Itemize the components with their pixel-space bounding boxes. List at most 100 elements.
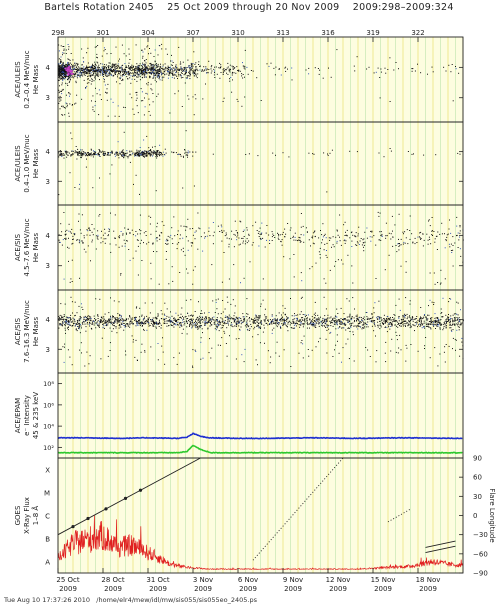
data-point	[319, 69, 321, 71]
data-point	[157, 151, 158, 152]
data-point	[315, 262, 317, 264]
data-point	[182, 70, 184, 72]
data-point	[98, 68, 100, 70]
data-point	[197, 73, 199, 75]
data-point	[204, 312, 205, 314]
data-point	[339, 240, 341, 242]
data-point	[71, 259, 73, 261]
data-point	[79, 332, 81, 334]
data-point	[184, 66, 186, 68]
data-point	[181, 70, 183, 72]
data-point	[58, 69, 60, 71]
data-point	[183, 225, 185, 227]
data-point	[248, 330, 250, 331]
data-point	[409, 215, 411, 217]
data-point	[184, 149, 185, 151]
data-point	[64, 343, 66, 345]
data-point	[344, 324, 346, 326]
data-point	[82, 70, 84, 72]
data-point	[79, 152, 81, 154]
data-point	[447, 233, 449, 235]
data-point	[81, 306, 83, 308]
data-point	[154, 69, 156, 71]
data-point	[191, 69, 193, 71]
data-point	[121, 69, 123, 71]
data-point	[281, 323, 283, 325]
data-point	[197, 70, 199, 72]
data-point	[327, 325, 329, 327]
data-point	[98, 69, 100, 71]
data-point	[94, 77, 96, 79]
data-point	[255, 320, 257, 321]
data-point	[121, 150, 123, 152]
data-point	[179, 69, 181, 71]
data-point	[102, 69, 104, 71]
data-point	[247, 73, 249, 75]
data-point	[108, 154, 110, 156]
data-point	[91, 79, 93, 81]
data-point	[229, 71, 231, 73]
data-point	[345, 234, 347, 236]
data-point	[129, 326, 131, 328]
data-point	[144, 68, 146, 70]
data-point	[83, 69, 85, 71]
data-point	[120, 72, 121, 73]
data-point	[187, 318, 189, 319]
data-point	[400, 318, 402, 320]
data-point	[315, 324, 317, 326]
data-point	[167, 71, 169, 72]
data-point	[456, 225, 458, 227]
data-point	[153, 67, 155, 69]
data-point	[106, 76, 108, 77]
data-point	[233, 319, 235, 321]
data-point	[430, 320, 432, 321]
data-point	[256, 325, 258, 327]
data-point	[445, 344, 447, 345]
data-point	[81, 64, 83, 66]
data-point	[373, 312, 375, 314]
data-point	[66, 320, 68, 321]
data-point	[145, 235, 147, 236]
data-point	[95, 68, 97, 70]
data-point	[84, 68, 86, 70]
data-point	[166, 315, 168, 317]
data-point	[144, 155, 146, 157]
data-point	[98, 155, 100, 157]
data-point	[67, 66, 68, 68]
data-point	[104, 327, 105, 329]
data-point	[73, 71, 75, 73]
data-point	[147, 82, 149, 84]
data-point	[110, 68, 112, 70]
data-point	[256, 324, 258, 326]
data-point	[136, 76, 137, 78]
data-point	[379, 323, 381, 325]
data-point	[103, 323, 105, 324]
data-point	[262, 299, 264, 301]
data-point	[391, 215, 393, 217]
data-point	[83, 71, 85, 73]
data-point	[385, 237, 387, 239]
data-point	[76, 69, 77, 71]
data-point	[284, 323, 286, 325]
data-point	[200, 358, 202, 360]
data-point	[146, 321, 148, 323]
data-point	[371, 231, 373, 233]
data-point	[103, 76, 105, 77]
data-point	[89, 72, 91, 74]
data-point	[67, 58, 69, 60]
data-point	[425, 325, 427, 327]
data-point	[130, 75, 132, 77]
data-point	[130, 320, 132, 322]
data-point	[271, 315, 273, 317]
data-point	[431, 321, 433, 323]
data-point	[76, 77, 78, 79]
data-point	[173, 320, 175, 321]
data-point	[80, 318, 82, 320]
data-point	[417, 236, 419, 238]
data-point	[88, 154, 90, 156]
data-point	[149, 72, 151, 74]
data-point	[58, 75, 60, 76]
data-point	[384, 269, 386, 271]
data-point	[193, 185, 195, 187]
data-point	[65, 71, 67, 73]
